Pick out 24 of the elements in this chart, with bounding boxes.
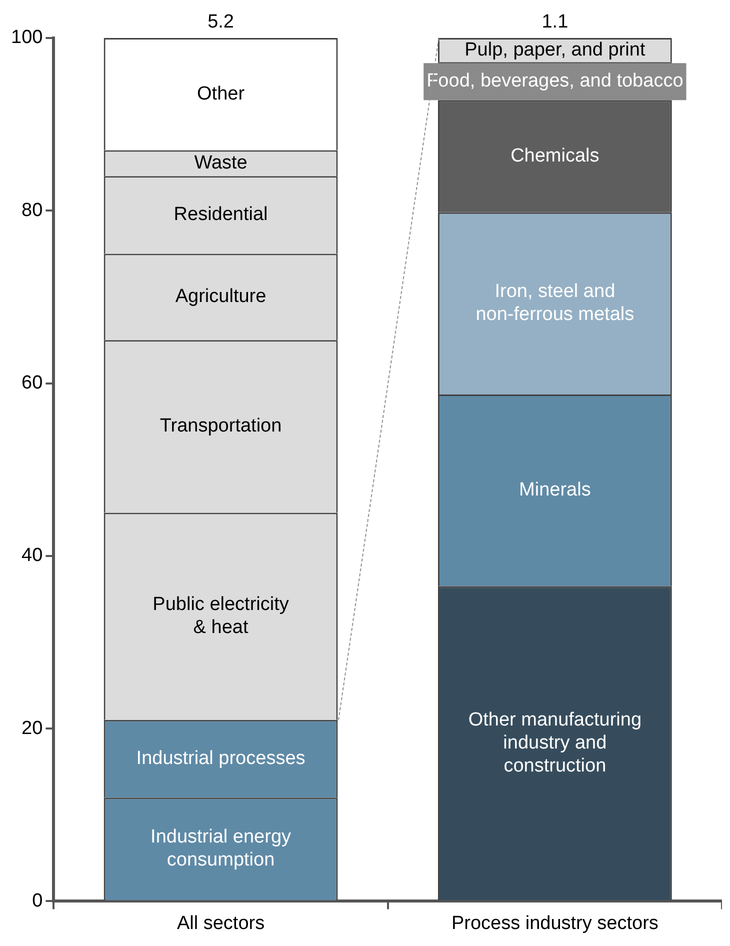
series-label: Minerals — [519, 480, 591, 501]
annotation: 1.1 — [542, 12, 568, 33]
y-tick-label: 0 — [32, 890, 43, 912]
series-label: Industrial processes — [136, 748, 306, 770]
series-label: Pulp, paper, and print — [464, 39, 646, 60]
y-tick-label: 100 — [11, 27, 43, 48]
series-label: Residential — [174, 204, 268, 226]
series-label: Public electricity & heat — [152, 594, 290, 638]
y-tick-label: 60 — [22, 372, 43, 394]
series-label: Agriculture — [175, 286, 266, 308]
series-label: Other manufacturing industry and construction — [468, 709, 642, 776]
series-label: Industrial energy consumption — [150, 826, 292, 871]
y-tick-label: 80 — [22, 200, 43, 221]
series-label: Transportation — [160, 416, 282, 437]
x-tick-label: Process industry sectors — [451, 912, 658, 934]
series-label: Other — [197, 83, 246, 104]
series-label: Chemicals — [510, 145, 600, 166]
y-tick-label: 20 — [22, 718, 43, 739]
series-label: Food, beverages, and tobacco — [426, 70, 684, 92]
y-tick-label: 40 — [22, 545, 43, 566]
annotation: 5.2 — [208, 12, 234, 33]
x-tick-label: All sectors — [176, 912, 265, 934]
series-label: Waste — [194, 152, 248, 174]
series-label: Iron, steel and non-ferrous metals — [476, 281, 634, 326]
